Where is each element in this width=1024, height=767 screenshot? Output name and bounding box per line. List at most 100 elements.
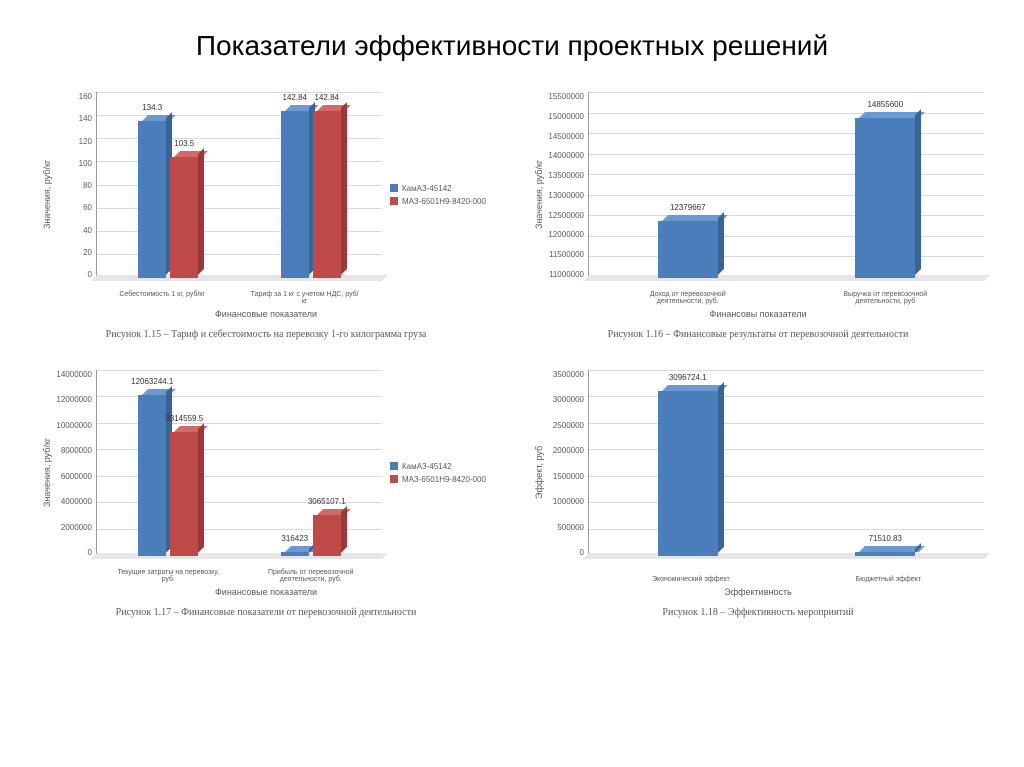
legend-label: КамАЗ-45142 <box>402 462 452 471</box>
y-axis-ticks: 1550000015000000145000001400000013500000… <box>546 82 588 307</box>
x-category-label: Текущие затраты на перевозку, руб. <box>113 569 223 584</box>
x-axis-label: Финансовые показатели <box>40 309 492 319</box>
bar-value-label: 134.3 <box>142 103 162 112</box>
y-tick: 2000000 <box>61 523 92 532</box>
bar-front <box>138 395 166 556</box>
legend-item: МАЗ-6501Н9-8420-000 <box>390 475 492 484</box>
bar: 12063244.1 <box>138 395 166 556</box>
bar: 12379667 <box>658 221 718 278</box>
bar-front <box>313 515 341 556</box>
bars-area: 3096724.1 71510.83 <box>589 370 984 556</box>
plot-area: 134.3103.5142.84142.84Себестоимость 1 кг… <box>96 92 382 279</box>
bar-group: 3096724.1 <box>658 391 718 556</box>
bar-value-label: 12379667 <box>670 203 706 212</box>
chart-box: Значения, руб/кг15500000 15000000 14500000… <box>532 82 984 307</box>
bar-front <box>855 552 915 556</box>
bar-value-label: 14855600 <box>867 100 903 109</box>
bar-front <box>281 552 309 556</box>
x-category-label: Экономический эффект <box>652 576 730 584</box>
y-tick: 10000000 <box>56 421 92 430</box>
figure-caption: Рисунок 1.15 – Тариф и себестоимость на … <box>40 329 492 340</box>
bar: 103.5 <box>170 157 198 278</box>
y-tick: 6000000 <box>61 472 92 481</box>
bar-side <box>718 382 724 553</box>
y-tick: 11500000 <box>549 250 584 259</box>
y-tick: 15000000 <box>548 112 584 121</box>
y-tick: 4000000 <box>61 497 92 506</box>
x-category-label: Тариф за 1 кг с учетом НДС, руб/кг <box>250 291 360 306</box>
legend-swatch <box>390 475 398 483</box>
bar-group: 142.84142.84 <box>281 111 341 278</box>
bar-group: 12379667 <box>658 221 718 278</box>
y-tick: 2000000 <box>553 446 584 455</box>
bar-side <box>198 423 204 553</box>
bars-area: 134.3103.5142.84142.84 <box>97 92 382 278</box>
chart-3: Значения, руб/кг140000001200000010000000… <box>40 360 492 618</box>
bar: 142.84 <box>313 111 341 278</box>
figure-caption: Рисунок 1.18 – Эффективность мероприятий <box>532 607 984 618</box>
y-tick: 20 <box>83 248 92 257</box>
legend-label: МАЗ-6501Н9-8420-000 <box>402 197 486 206</box>
y-axis-label: Значения, руб/кг <box>532 82 546 307</box>
y-tick: 12000000 <box>56 395 92 404</box>
y-tick: 2500000 <box>553 421 584 430</box>
y-tick: 60 <box>83 203 92 212</box>
y-axis-ticks: 160140120100806040200 <box>54 82 96 307</box>
chart-1: Значения, руб/кг160140120100806040200134… <box>40 82 492 340</box>
y-tick: 13000000 <box>548 191 584 200</box>
bar-front <box>281 111 309 278</box>
bar: 3065107.1 <box>313 515 341 556</box>
page-title: Показатели эффективности проектных решен… <box>0 0 1024 82</box>
y-tick: 15500000 <box>548 92 584 101</box>
y-tick: 0 <box>580 548 584 557</box>
bar-group: 134.3103.5 <box>138 121 198 278</box>
plot-area: 12063244.19314559.53164233065107.1Текущи… <box>96 370 382 557</box>
bar-side <box>341 506 347 553</box>
legend-swatch <box>390 184 398 192</box>
y-tick: 100 <box>79 159 92 168</box>
y-tick: 3000000 <box>553 395 584 404</box>
bar: 316423 <box>281 552 309 556</box>
bar-side <box>718 212 724 275</box>
bar: 142.84 <box>281 111 309 278</box>
y-tick: 0 <box>88 270 92 279</box>
legend-item: КамАЗ-45142 <box>390 462 492 471</box>
chart-4: Эффект, руб35000003000000250000020000001… <box>532 360 984 618</box>
bar: 134.3 <box>138 121 166 278</box>
y-tick: 8000000 <box>61 446 92 455</box>
bar-value-label: 3096724.1 <box>669 373 707 382</box>
bar: 14855600 <box>855 118 915 278</box>
legend: КамАЗ-45142 МАЗ-6501Н9-8420-000 <box>382 360 492 585</box>
bar-front <box>313 111 341 278</box>
figure-caption: Рисунок 1.17 – Финансовые показатели от … <box>40 607 492 618</box>
y-tick: 3500000 <box>553 370 584 379</box>
bar-group: 71510.83 <box>855 552 915 556</box>
y-axis-ticks: 1400000012000000100000008000000600000040… <box>54 360 96 585</box>
bar-group: 14855600 <box>855 118 915 278</box>
chart-2: Значения, руб/кг15500000 15000000 14500000… <box>532 82 984 340</box>
y-tick: 14000000 <box>548 151 584 160</box>
bar-front <box>170 157 198 278</box>
chart-box: Значения, руб/кг160140120100806040200134… <box>40 82 492 307</box>
y-tick: 14500000 <box>548 132 584 141</box>
bar-side <box>198 148 204 275</box>
legend-swatch <box>390 197 398 205</box>
bar-front <box>138 121 166 278</box>
bar-value-label: 142.84 <box>315 93 339 102</box>
bar: 71510.83 <box>855 552 915 556</box>
bar-value-label: 71510.83 <box>869 534 902 543</box>
bar-group: 316423 3065107.1 <box>281 515 341 556</box>
bar: 3096724.1 <box>658 391 718 556</box>
y-axis-ticks: 3500000300000025000002000000150000010000… <box>546 360 588 585</box>
legend-item: МАЗ-6501Н9-8420-000 <box>390 197 492 206</box>
legend-item: КамАЗ-45142 <box>390 184 492 193</box>
legend-swatch <box>390 462 398 470</box>
x-axis-label: Финансовы показатели <box>532 309 984 319</box>
charts-grid: Значения, руб/кг160140120100806040200134… <box>0 82 1024 638</box>
bar-value-label: 3065107.1 <box>308 497 346 506</box>
bar-side <box>915 109 921 275</box>
bar-value-label: 103.5 <box>174 139 194 148</box>
y-tick: 0 <box>88 548 92 557</box>
x-axis-label: Финансовые показатели <box>40 587 492 597</box>
y-tick: 12000000 <box>548 230 584 239</box>
